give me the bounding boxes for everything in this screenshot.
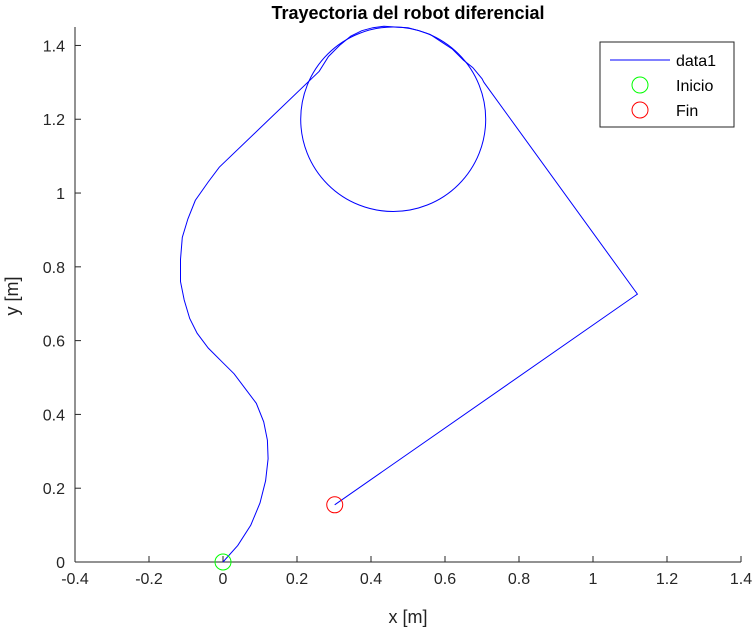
x-tick-label: 0.4 [360, 571, 382, 588]
x-tick-label: 0.2 [286, 571, 308, 588]
x-tick-label: 1.2 [656, 571, 678, 588]
legend: data1 Inicio Fin [599, 41, 735, 128]
y-tick-label: 0.6 [43, 334, 65, 351]
x-tick-label: 1 [589, 571, 598, 588]
x-tick-label: -0.2 [135, 571, 163, 588]
trajectory-loop-circle [300, 26, 487, 212]
y-axis-label: y [m] [2, 277, 22, 316]
x-tick-label: -0.4 [61, 571, 89, 588]
legend-label: Inicio [676, 78, 713, 95]
x-tick-label: 1.4 [730, 571, 752, 588]
legend-label: Fin [676, 103, 698, 120]
y-tick-label: 0.8 [43, 260, 65, 277]
legend-circle-swatch [631, 76, 649, 94]
marker-inicio [214, 553, 232, 571]
legend-label: data1 [676, 53, 716, 70]
legend-circle-swatch [631, 101, 649, 119]
y-tick-label: 0.4 [43, 407, 65, 424]
axes: -0.4 -0.2 0 0.2 0.4 0.6 0.8 1 1.2 1.4 0 0.2 0.4 0.6 0.… [43, 27, 752, 588]
y-tick-label: 1 [56, 186, 65, 203]
y-tick-label: 1.4 [43, 38, 65, 55]
chart-title: Trayectoria del robot diferencial [271, 3, 544, 23]
trajectory-line [180, 25, 639, 563]
legend-box [599, 41, 735, 128]
x-tick-label: 0 [219, 571, 228, 588]
x-axis-label: x [m] [389, 607, 428, 627]
x-tick-label: 0.8 [508, 571, 530, 588]
marker-fin [326, 496, 344, 514]
x-tick-label: 0.6 [434, 571, 456, 588]
y-tick-label: 0 [56, 555, 65, 572]
plot-area [180, 25, 639, 571]
y-tick-label: 1.2 [43, 112, 65, 129]
y-tick-label: 0.2 [43, 481, 65, 498]
